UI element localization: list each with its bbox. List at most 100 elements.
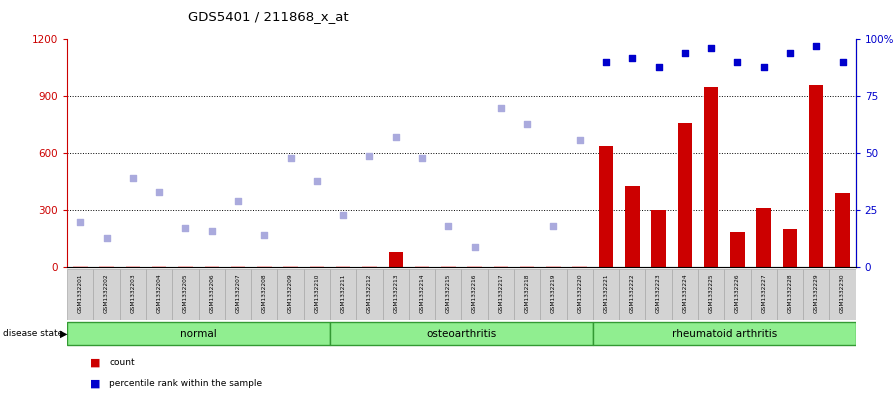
Point	[756, 64, 771, 70]
Bar	[830, 269, 856, 320]
Bar	[204, 266, 219, 267]
Text: GSM1332201: GSM1332201	[78, 273, 82, 313]
Bar	[67, 322, 330, 345]
Text: GSM1332206: GSM1332206	[210, 273, 214, 313]
Text: GSM1332216: GSM1332216	[472, 273, 477, 313]
Point	[677, 50, 692, 56]
Point	[283, 155, 297, 161]
Text: GSM1332212: GSM1332212	[367, 273, 372, 313]
Bar	[672, 269, 698, 320]
Point	[520, 121, 534, 127]
Bar	[278, 269, 304, 320]
Bar	[146, 269, 172, 320]
Bar	[172, 269, 199, 320]
Text: GSM1332209: GSM1332209	[289, 273, 293, 313]
Bar	[152, 266, 167, 267]
Bar	[777, 269, 803, 320]
Bar	[487, 269, 514, 320]
Bar	[704, 87, 719, 267]
Text: GSM1332227: GSM1332227	[762, 273, 766, 313]
Text: GSM1332220: GSM1332220	[577, 273, 582, 313]
Text: GSM1332215: GSM1332215	[446, 273, 451, 313]
Bar	[330, 322, 593, 345]
Point	[809, 43, 823, 49]
Bar	[435, 269, 461, 320]
Bar	[120, 269, 146, 320]
Bar	[257, 266, 271, 267]
Bar	[756, 208, 771, 267]
Text: ■: ■	[90, 379, 100, 389]
Point	[494, 105, 508, 111]
Text: GSM1332219: GSM1332219	[551, 273, 556, 313]
Bar	[93, 269, 120, 320]
Point	[835, 59, 849, 65]
Point	[178, 225, 193, 231]
Point	[389, 134, 403, 140]
Text: GSM1332218: GSM1332218	[525, 273, 530, 313]
Point	[441, 223, 455, 230]
Bar	[593, 322, 856, 345]
Point	[573, 136, 587, 143]
Bar	[389, 252, 403, 267]
Point	[99, 235, 114, 241]
Bar	[520, 266, 534, 267]
Bar	[125, 266, 140, 267]
Text: GSM1332208: GSM1332208	[262, 273, 267, 313]
Bar	[304, 269, 330, 320]
Point	[362, 152, 376, 159]
Text: rheumatoid arthritis: rheumatoid arthritis	[672, 329, 777, 339]
Bar	[441, 266, 455, 267]
Point	[204, 228, 219, 234]
Bar	[336, 266, 350, 267]
Bar	[566, 269, 593, 320]
Bar	[540, 269, 566, 320]
Bar	[362, 266, 376, 267]
Bar	[409, 269, 435, 320]
Bar	[619, 269, 645, 320]
Text: GSM1332205: GSM1332205	[183, 273, 188, 313]
Bar	[573, 266, 587, 267]
Bar	[310, 266, 324, 267]
Bar	[199, 269, 225, 320]
Bar	[73, 266, 88, 267]
Text: count: count	[109, 358, 135, 367]
Text: GSM1332211: GSM1332211	[340, 273, 346, 313]
Bar	[651, 210, 666, 267]
Text: GSM1332217: GSM1332217	[498, 273, 504, 313]
Bar	[99, 266, 114, 267]
Text: normal: normal	[180, 329, 217, 339]
Point	[257, 232, 271, 239]
Point	[125, 175, 140, 182]
Text: GSM1332230: GSM1332230	[840, 273, 845, 313]
Text: GDS5401 / 211868_x_at: GDS5401 / 211868_x_at	[188, 10, 349, 23]
Point	[783, 50, 797, 56]
Text: GSM1332228: GSM1332228	[788, 273, 792, 313]
Text: ▶: ▶	[60, 329, 67, 339]
Bar	[461, 269, 487, 320]
Point	[231, 198, 246, 204]
Bar	[225, 269, 251, 320]
Bar	[330, 269, 357, 320]
Bar	[809, 85, 823, 267]
Point	[310, 178, 324, 184]
Point	[152, 189, 167, 195]
Point	[73, 219, 88, 225]
Text: GSM1332204: GSM1332204	[157, 273, 161, 313]
Bar	[677, 123, 692, 267]
Text: GSM1332202: GSM1332202	[104, 273, 109, 313]
Text: GSM1332223: GSM1332223	[656, 273, 661, 313]
Point	[599, 59, 613, 65]
Text: GSM1332213: GSM1332213	[393, 273, 398, 313]
Text: GSM1332229: GSM1332229	[814, 273, 819, 313]
Text: GSM1332210: GSM1332210	[314, 273, 319, 313]
Point	[651, 64, 666, 70]
Text: GSM1332224: GSM1332224	[683, 273, 687, 313]
Bar	[783, 229, 797, 267]
Point	[730, 59, 745, 65]
Text: GSM1332226: GSM1332226	[735, 273, 740, 313]
Text: GSM1332221: GSM1332221	[604, 273, 608, 313]
Bar	[231, 266, 246, 267]
Bar	[599, 146, 613, 267]
Text: GSM1332214: GSM1332214	[419, 273, 425, 313]
Bar	[803, 269, 830, 320]
